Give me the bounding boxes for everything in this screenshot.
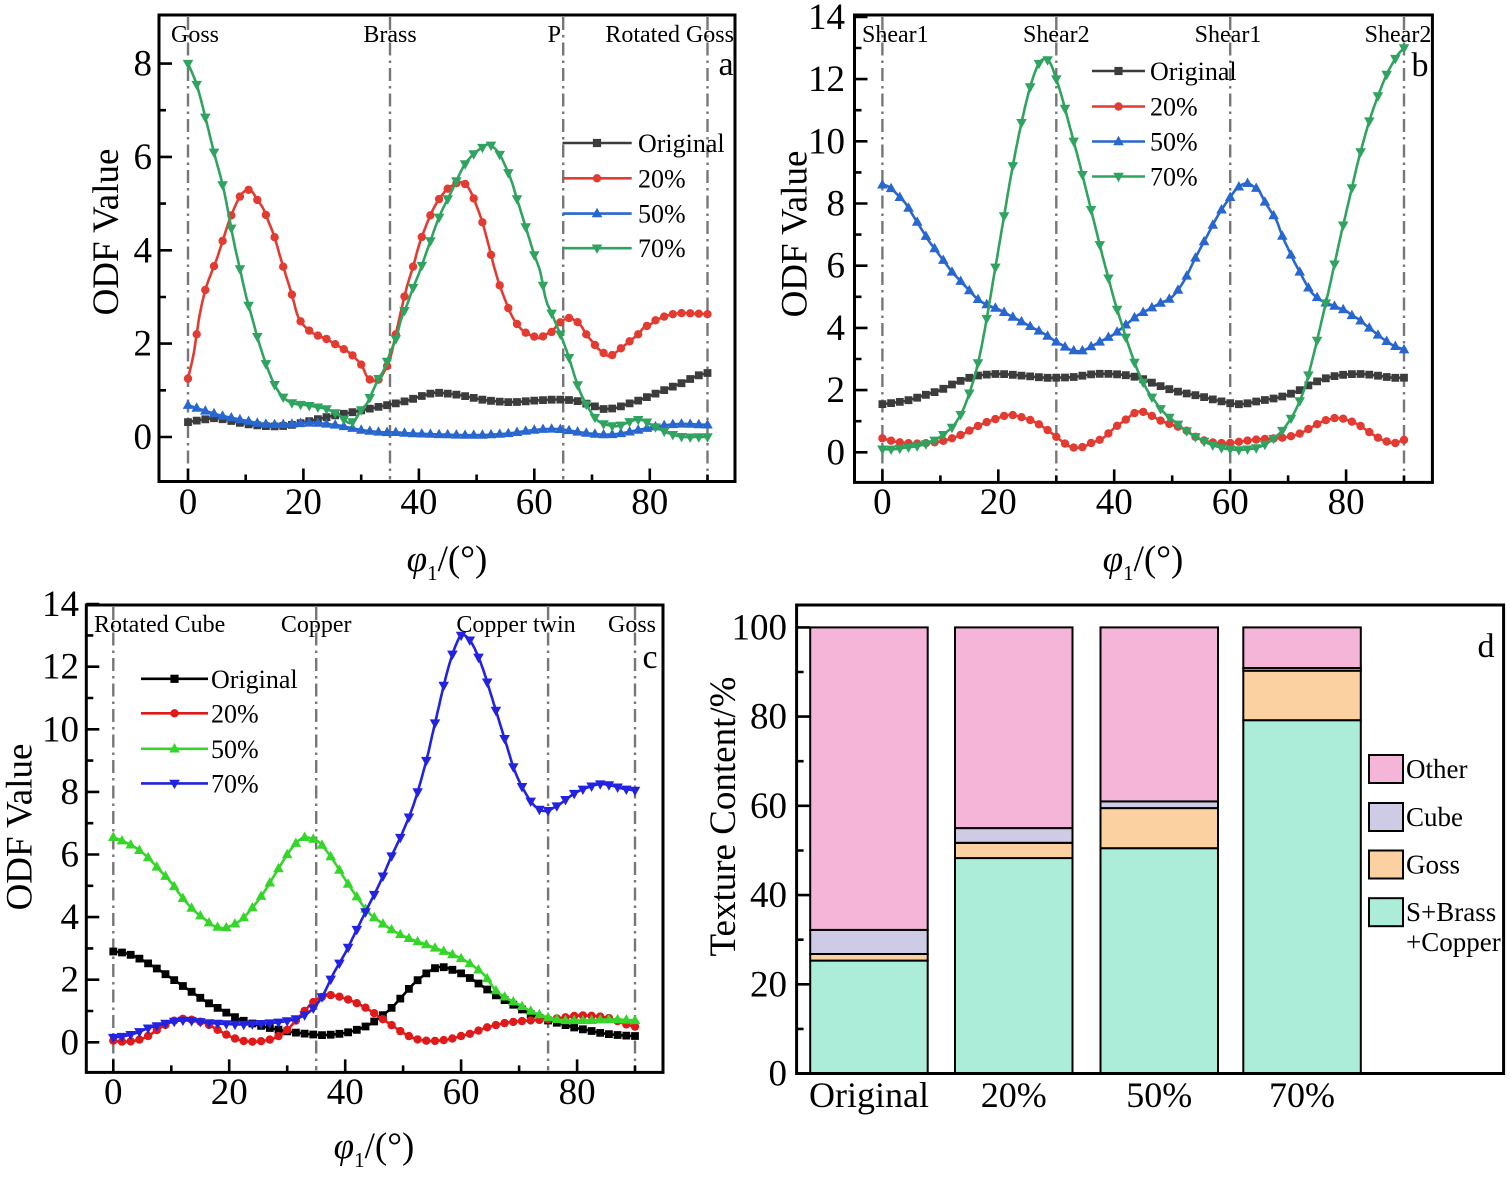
svg-text:12: 12 <box>42 647 79 688</box>
svg-text:Other: Other <box>1406 754 1467 784</box>
svg-text:0: 0 <box>104 1072 123 1113</box>
svg-text:4: 4 <box>61 897 80 938</box>
svg-text:12: 12 <box>808 59 845 100</box>
svg-text:a: a <box>718 46 733 83</box>
svg-text:70%: 70% <box>1150 163 1198 192</box>
svg-text:20: 20 <box>980 482 1017 523</box>
svg-text:14: 14 <box>42 584 79 625</box>
svg-text:Shear1: Shear1 <box>1195 22 1262 48</box>
svg-text:Shear2: Shear2 <box>1023 22 1090 48</box>
svg-text:8: 8 <box>134 44 153 85</box>
svg-text:Original: Original <box>638 129 725 158</box>
svg-text:4: 4 <box>134 230 153 271</box>
svg-text:60: 60 <box>443 1072 480 1113</box>
svg-text:Brass: Brass <box>363 22 416 48</box>
svg-text:20%: 20% <box>211 699 259 728</box>
svg-text:Cube: Cube <box>1406 802 1463 832</box>
svg-text:60: 60 <box>1212 482 1249 523</box>
svg-text:Goss: Goss <box>1406 850 1460 880</box>
svg-text:φ1/(°): φ1/(°) <box>1103 539 1184 585</box>
svg-text:14: 14 <box>808 0 845 38</box>
svg-text:0: 0 <box>769 1054 788 1095</box>
svg-text:40: 40 <box>400 482 437 523</box>
svg-text:100: 100 <box>732 607 788 648</box>
svg-text:Goss: Goss <box>171 22 219 48</box>
svg-text:20: 20 <box>750 964 787 1005</box>
svg-text:+Copper: +Copper <box>1406 927 1501 957</box>
svg-text:Original: Original <box>1150 57 1237 86</box>
svg-text:Goss: Goss <box>608 612 656 638</box>
svg-text:40: 40 <box>327 1072 364 1113</box>
svg-text:70%: 70% <box>211 769 259 798</box>
svg-text:20: 20 <box>285 482 322 523</box>
svg-text:80: 80 <box>631 482 668 523</box>
svg-text:60: 60 <box>750 786 787 827</box>
svg-text:6: 6 <box>134 137 153 178</box>
svg-text:60: 60 <box>516 482 553 523</box>
svg-text:Copper: Copper <box>281 612 352 638</box>
svg-text:50%: 50% <box>638 200 686 229</box>
svg-text:c: c <box>642 639 657 676</box>
svg-text:Shear2: Shear2 <box>1365 22 1432 48</box>
svg-text:0: 0 <box>61 1022 80 1063</box>
svg-text:80: 80 <box>1328 482 1365 523</box>
svg-text:ODF Value: ODF Value <box>0 744 41 911</box>
svg-text:80: 80 <box>750 697 787 738</box>
svg-text:Copper twin: Copper twin <box>456 612 575 638</box>
svg-text:80: 80 <box>559 1072 596 1113</box>
svg-text:8: 8 <box>827 184 846 225</box>
svg-text:2: 2 <box>827 370 846 411</box>
svg-text:ODF Value: ODF Value <box>86 149 127 316</box>
svg-text:50%: 50% <box>1150 128 1198 157</box>
svg-text:2: 2 <box>61 960 80 1001</box>
svg-text:0: 0 <box>134 417 153 458</box>
svg-text:70%: 70% <box>1269 1075 1335 1115</box>
svg-text:6: 6 <box>827 246 846 287</box>
svg-text:Original: Original <box>211 665 298 694</box>
svg-text:10: 10 <box>808 121 845 162</box>
svg-text:20%: 20% <box>638 164 686 193</box>
svg-text:50%: 50% <box>1126 1075 1192 1115</box>
svg-text:2: 2 <box>134 324 153 365</box>
svg-text:20%: 20% <box>1150 93 1198 122</box>
svg-text:S+Brass: S+Brass <box>1406 897 1496 927</box>
svg-text:φ1/(°): φ1/(°) <box>407 539 488 585</box>
svg-text:0: 0 <box>827 432 846 473</box>
svg-text:8: 8 <box>61 772 80 813</box>
svg-text:20%: 20% <box>981 1075 1047 1115</box>
svg-text:70%: 70% <box>638 234 686 263</box>
svg-text:ODF Value: ODF Value <box>775 151 816 318</box>
svg-text:6: 6 <box>61 835 80 876</box>
svg-text:50%: 50% <box>211 735 259 764</box>
svg-text:Original: Original <box>809 1075 929 1115</box>
svg-text:d: d <box>1478 628 1495 665</box>
svg-text:Rotated Cube: Rotated Cube <box>94 612 225 638</box>
svg-text:0: 0 <box>873 482 892 523</box>
svg-text:20: 20 <box>211 1072 248 1113</box>
svg-text:40: 40 <box>750 875 787 916</box>
svg-text:P: P <box>548 22 561 48</box>
svg-text:Shear1: Shear1 <box>862 22 929 48</box>
svg-text:0: 0 <box>179 482 198 523</box>
svg-text:10: 10 <box>42 709 79 750</box>
svg-text:4: 4 <box>827 308 846 349</box>
svg-text:40: 40 <box>1096 482 1133 523</box>
svg-text:Rotated Goss: Rotated Goss <box>605 22 734 48</box>
svg-text:b: b <box>1412 47 1429 84</box>
svg-text:Texture Content/%: Texture Content/% <box>703 677 744 957</box>
svg-text:φ1/(°): φ1/(°) <box>334 1126 415 1172</box>
